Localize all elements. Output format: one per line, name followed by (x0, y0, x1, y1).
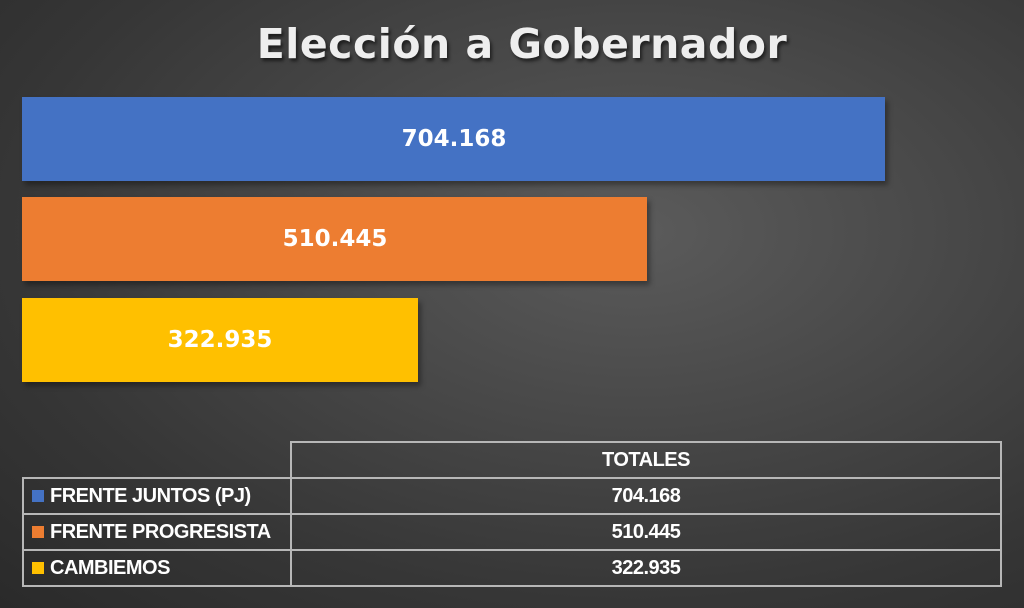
table-row: FRENTE JUNTOS (PJ) 704.168 (22, 477, 1002, 515)
series-label: FRENTE JUNTOS (PJ) (50, 484, 251, 507)
table-corner-cell (23, 442, 292, 479)
series-cell: CAMBIEMOS (22, 549, 292, 587)
bar-1: 704.168 (22, 97, 885, 181)
chart-title: Elección a Gobernador (256, 20, 788, 68)
data-table: TOTALES FRENTE JUNTOS (PJ) 704.168 FRENT… (22, 441, 1002, 587)
total-value: 704.168 (290, 477, 1002, 515)
legend-swatch (32, 525, 44, 538)
table-row: FRENTE PROGRESISTA 510.445 (22, 513, 1002, 551)
bar-value-label: 322.935 (167, 327, 273, 353)
table-row: CAMBIEMOS 322.935 (22, 549, 1002, 587)
series-label: CAMBIEMOS (50, 556, 170, 579)
series-label: FRENTE PROGRESISTA (50, 520, 271, 543)
table-header-totales: TOTALES (290, 441, 1002, 479)
bar-2: 510.445 (22, 197, 647, 281)
total-value: 510.445 (290, 513, 1002, 551)
legend-swatch (32, 489, 44, 502)
series-cell: FRENTE PROGRESISTA (22, 513, 292, 551)
series-cell: FRENTE JUNTOS (PJ) (22, 477, 292, 515)
table-header-row: TOTALES (23, 441, 1002, 479)
bar-3: 322.935 (22, 298, 418, 382)
total-value: 322.935 (290, 549, 1002, 587)
legend-swatch (32, 561, 44, 574)
bar-value-label: 704.168 (401, 126, 507, 152)
bar-value-label: 510.445 (282, 226, 388, 252)
